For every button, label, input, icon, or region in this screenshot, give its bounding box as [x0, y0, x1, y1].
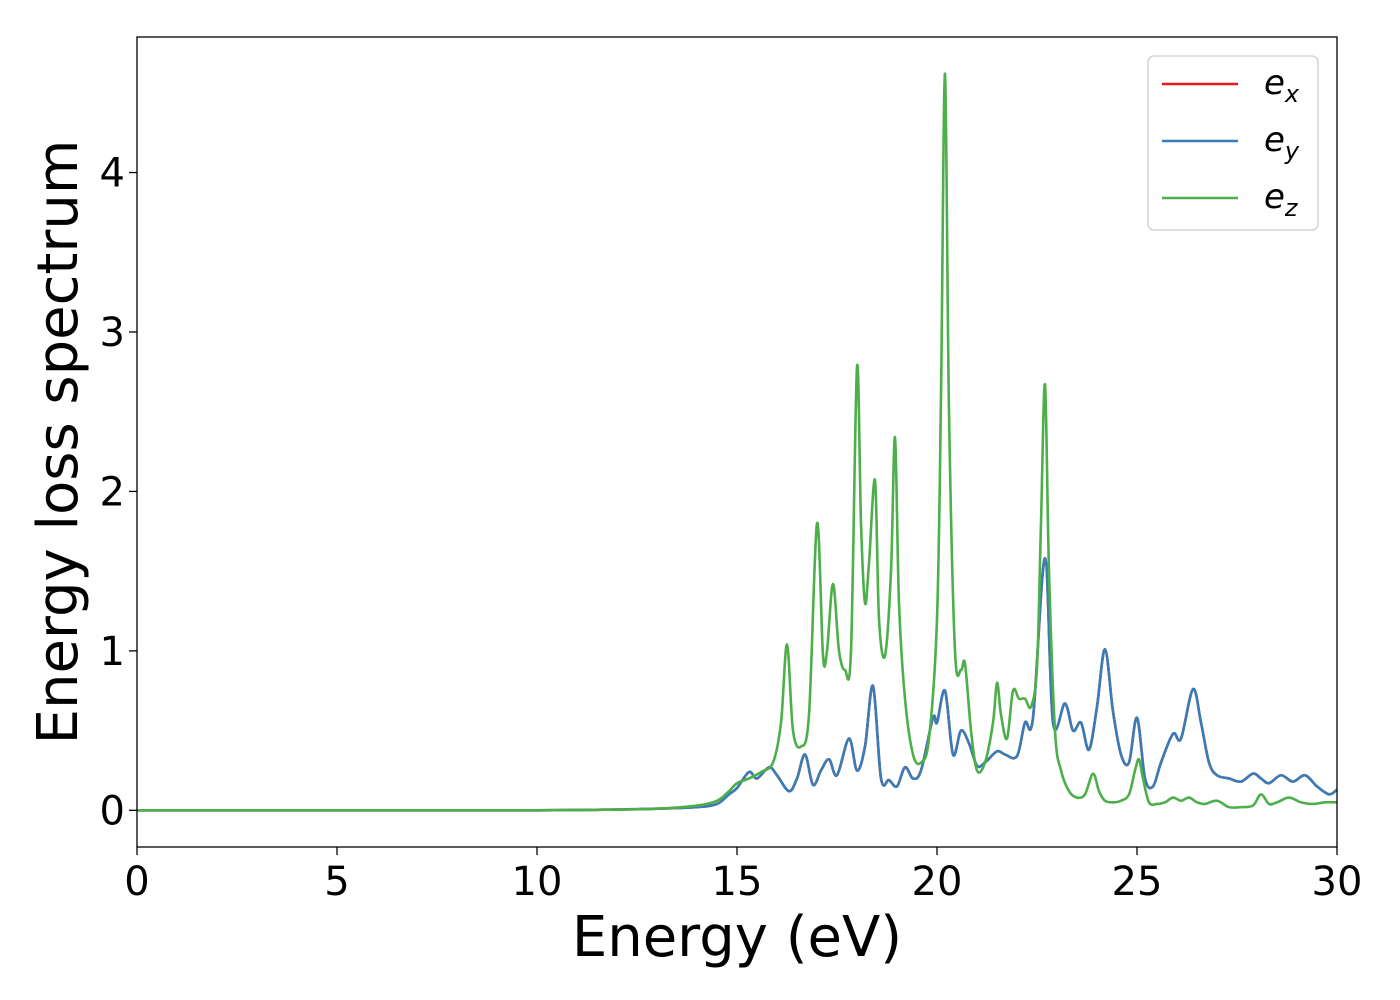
- legend-box: [1147, 55, 1319, 231]
- series-layer: [137, 72, 1337, 812]
- y-tick-label: 2: [100, 469, 125, 515]
- legend-label-y: ey: [1264, 120, 1300, 165]
- y-tick-label: 3: [100, 310, 125, 356]
- x-axis-title: Energy (eV): [572, 905, 902, 970]
- x-tick-label: 0: [124, 859, 149, 905]
- x-tick-label: 25: [1112, 859, 1163, 905]
- x-tick-label: 20: [912, 859, 963, 905]
- y-tick-label: 1: [100, 629, 125, 675]
- legend-label-x: ex: [1264, 63, 1300, 108]
- series-line-z: [137, 72, 1337, 812]
- x-tick-label: 5: [324, 859, 349, 905]
- series-line-y: [137, 557, 1337, 812]
- x-tick-label: 30: [1312, 859, 1363, 905]
- y-axis: 0 1 2 3 4: [100, 151, 137, 834]
- x-axis: 0 5 10 15 20 25 30: [124, 847, 1362, 905]
- y-tick-label: 0: [100, 788, 125, 834]
- x-tick-label: 10: [512, 859, 563, 905]
- y-axis-title: Energy loss spectrum: [26, 140, 91, 745]
- x-tick-label: 15: [712, 859, 763, 905]
- y-tick-label: 4: [100, 151, 125, 197]
